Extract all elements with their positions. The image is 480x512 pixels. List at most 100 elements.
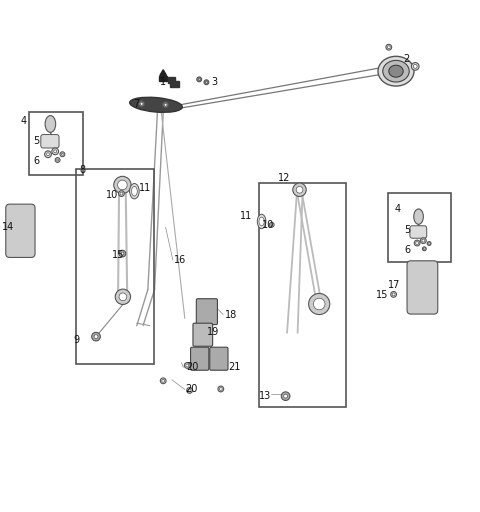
Ellipse shape	[383, 60, 409, 82]
Circle shape	[391, 291, 396, 297]
Text: 1: 1	[159, 77, 166, 87]
Circle shape	[119, 250, 126, 257]
Circle shape	[386, 45, 392, 50]
Circle shape	[119, 293, 127, 301]
Circle shape	[120, 192, 123, 195]
Circle shape	[114, 176, 131, 194]
Circle shape	[160, 378, 166, 383]
Circle shape	[204, 80, 209, 84]
Circle shape	[411, 62, 419, 70]
Ellipse shape	[389, 65, 403, 77]
Ellipse shape	[414, 209, 423, 224]
Text: 18: 18	[225, 310, 237, 319]
Circle shape	[186, 364, 189, 367]
Text: 21: 21	[228, 362, 240, 372]
Circle shape	[188, 389, 191, 392]
Text: 4: 4	[395, 204, 401, 214]
Bar	[259, 183, 346, 407]
Circle shape	[427, 242, 431, 245]
Circle shape	[414, 240, 420, 246]
Text: 4: 4	[20, 116, 26, 125]
Polygon shape	[170, 81, 179, 87]
Text: 20: 20	[186, 362, 199, 372]
Circle shape	[219, 388, 222, 390]
Circle shape	[205, 81, 207, 83]
Text: 8: 8	[79, 164, 85, 175]
Circle shape	[187, 388, 192, 393]
Text: 10: 10	[262, 220, 274, 230]
Text: 7: 7	[133, 99, 139, 109]
Ellipse shape	[257, 214, 266, 229]
Circle shape	[139, 101, 144, 106]
Circle shape	[164, 103, 167, 106]
Circle shape	[121, 252, 124, 255]
Circle shape	[61, 153, 63, 155]
Circle shape	[293, 183, 306, 197]
Text: 6: 6	[404, 245, 410, 255]
Circle shape	[422, 239, 425, 242]
Circle shape	[309, 293, 330, 314]
Text: 19: 19	[207, 327, 220, 337]
Bar	[76, 168, 154, 364]
FancyBboxPatch shape	[210, 347, 228, 370]
Ellipse shape	[45, 116, 56, 133]
Text: 12: 12	[278, 173, 290, 183]
Circle shape	[94, 335, 98, 338]
Text: 16: 16	[174, 255, 186, 265]
Bar	[29, 112, 83, 175]
FancyBboxPatch shape	[193, 323, 213, 346]
Ellipse shape	[378, 56, 414, 86]
Circle shape	[47, 153, 49, 156]
Text: 3: 3	[211, 77, 217, 87]
Text: 10: 10	[106, 189, 119, 200]
Circle shape	[271, 224, 273, 226]
Circle shape	[387, 46, 390, 49]
Circle shape	[163, 102, 168, 108]
Circle shape	[420, 238, 426, 244]
FancyBboxPatch shape	[410, 226, 427, 238]
Text: 11: 11	[139, 183, 152, 193]
Circle shape	[284, 394, 288, 398]
Text: 15: 15	[375, 290, 388, 301]
Circle shape	[218, 386, 224, 392]
FancyBboxPatch shape	[196, 298, 217, 325]
FancyBboxPatch shape	[41, 135, 59, 148]
Ellipse shape	[130, 183, 139, 199]
Circle shape	[422, 247, 426, 251]
Circle shape	[54, 150, 57, 153]
Text: 20: 20	[185, 385, 197, 394]
Text: 6: 6	[33, 156, 39, 166]
Text: 9: 9	[73, 335, 79, 345]
Circle shape	[140, 102, 143, 105]
FancyBboxPatch shape	[191, 347, 209, 370]
Circle shape	[197, 77, 202, 82]
Circle shape	[118, 180, 127, 190]
Circle shape	[423, 248, 425, 250]
Text: 14: 14	[2, 222, 14, 232]
Circle shape	[60, 152, 65, 157]
Circle shape	[115, 289, 131, 305]
FancyBboxPatch shape	[407, 261, 438, 314]
Text: 15: 15	[111, 250, 124, 260]
Circle shape	[55, 158, 60, 162]
Text: 5: 5	[33, 136, 39, 146]
Text: 5: 5	[404, 225, 410, 234]
Circle shape	[413, 65, 417, 68]
Polygon shape	[160, 70, 167, 75]
Circle shape	[45, 151, 51, 158]
Circle shape	[281, 392, 290, 400]
Circle shape	[57, 159, 59, 161]
Polygon shape	[159, 75, 167, 81]
Polygon shape	[168, 77, 175, 83]
Text: 13: 13	[259, 391, 271, 401]
Text: 2: 2	[403, 54, 409, 64]
Bar	[388, 193, 451, 262]
Circle shape	[184, 362, 190, 368]
Circle shape	[392, 293, 395, 296]
Ellipse shape	[259, 217, 264, 226]
Circle shape	[52, 148, 59, 155]
Ellipse shape	[132, 186, 137, 196]
FancyBboxPatch shape	[6, 204, 35, 258]
Circle shape	[162, 379, 165, 382]
Circle shape	[296, 186, 303, 193]
